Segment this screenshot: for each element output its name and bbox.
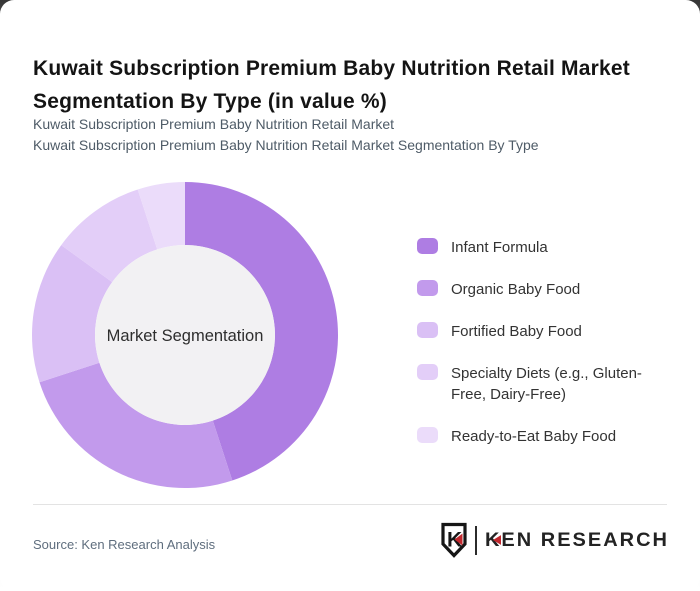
legend-swatch-icon [417,427,438,443]
legend-label: Organic Baby Food [451,281,581,298]
logo-wordmark: K EN RESEARCH [485,529,669,551]
legend-item: Specialty Diets (e.g., Gluten-Free, Dair… [417,363,657,405]
legend-label: Specialty Diets (e.g., Gluten-Free, Dair… [451,365,642,403]
donut-center-circle [95,245,275,425]
logo-divider-bar [474,525,477,555]
legend-item: Fortified Baby Food [417,321,657,342]
ken-research-logo: K K EN RESEARCH [440,521,669,559]
donut-chart: Market Segmentation [30,180,340,490]
donut-slice [39,362,233,488]
donut-slice [61,189,158,283]
chart-legend: Infant Formula Organic Baby Food Fortified… [417,237,657,468]
footer-divider [33,504,667,505]
legend-swatch-icon [417,322,438,338]
donut-slices [32,182,338,488]
logo-wordmark-k: K [484,528,502,551]
subtitle-line-2: Kuwait Subscription Premium Baby Nutriti… [33,137,539,153]
donut-slice [137,182,185,250]
page-title: Kuwait Subscription Premium Baby Nutriti… [33,57,630,113]
logo-wordmark-rest: EN RESEARCH [501,528,669,551]
legend-swatch-icon [417,238,438,254]
donut-slice [32,245,113,383]
subtitle-block: Kuwait Subscription Premium Baby Nutriti… [33,114,539,156]
legend-label: Infant Formula [451,239,548,256]
legend-swatch-icon [417,280,438,296]
donut-chart-svg: Market Segmentation [32,182,338,488]
donut-center-label: Market Segmentation [107,327,264,345]
svg-text:K: K [447,529,462,552]
legend-swatch-icon [417,364,438,380]
legend-label: Fortified Baby Food [451,323,582,340]
legend-item: Infant Formula [417,237,657,258]
legend-label: Ready-to-Eat Baby Food [451,428,617,445]
red-triangle-icon [493,534,502,545]
source-note: Source: Ken Research Analysis [33,537,216,552]
donut-slice [185,182,338,481]
legend-item: Organic Baby Food [417,279,657,300]
shield-k-icon: K [441,522,467,558]
subtitle-line-1: Kuwait Subscription Premium Baby Nutriti… [33,116,395,132]
legend-item: Ready-to-Eat Baby Food [417,426,657,447]
